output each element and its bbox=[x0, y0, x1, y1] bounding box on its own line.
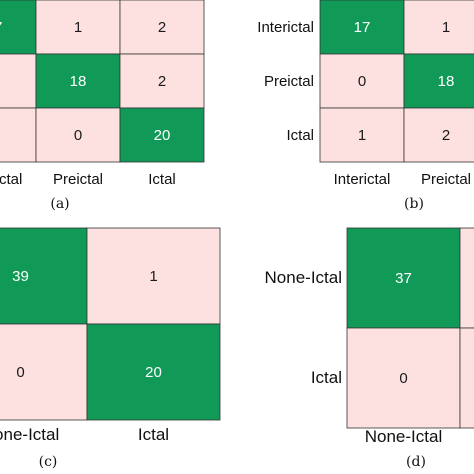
cell-value-label: 17 bbox=[0, 19, 2, 36]
heatmap-cell bbox=[0, 107, 37, 163]
cell-value-label: 2 bbox=[158, 73, 166, 90]
heatmap-cell bbox=[403, 107, 474, 163]
cell-value-label: 0 bbox=[16, 364, 24, 381]
heatmap-cell bbox=[86, 227, 221, 325]
cell-value-label: 39 bbox=[12, 268, 29, 285]
heatmap-cell bbox=[403, 0, 474, 55]
cell-value-label: 2 bbox=[442, 127, 450, 144]
cell-value-label: 1 bbox=[358, 127, 366, 144]
panel-caption: (c) bbox=[39, 454, 58, 470]
heatmap-cell bbox=[319, 107, 405, 163]
x-tick-label: None-Ictal bbox=[0, 425, 59, 444]
x-tick-label: Interictal bbox=[0, 171, 22, 188]
cell-value-label: 18 bbox=[438, 73, 455, 90]
cell-value-label: 18 bbox=[70, 73, 87, 90]
heatmap-cell bbox=[35, 0, 121, 55]
cell-value-label: 1 bbox=[442, 19, 450, 36]
heatmap-cell bbox=[0, 323, 88, 421]
x-tick-label: Interictal bbox=[334, 171, 391, 188]
cell-value-label: 0 bbox=[399, 370, 407, 387]
heatmap-cell bbox=[119, 0, 205, 55]
y-tick-label: Preictal bbox=[264, 73, 314, 90]
cell-value-label: 20 bbox=[145, 364, 162, 381]
heatmap-cell bbox=[346, 327, 461, 429]
y-tick-label: None-Ictal bbox=[265, 268, 342, 287]
cell-value-label: 0 bbox=[358, 73, 366, 90]
x-tick-label: Ictal bbox=[138, 425, 169, 444]
y-tick-label: Ictal bbox=[311, 368, 342, 387]
heatmap-cell bbox=[119, 53, 205, 109]
panel-caption: (a) bbox=[50, 196, 69, 212]
x-tick-label: Preictal bbox=[421, 171, 471, 188]
cell-value-label: 20 bbox=[154, 127, 171, 144]
heatmap-cell bbox=[119, 107, 205, 163]
heatmap-cell bbox=[35, 53, 121, 109]
cell-value-label: 1 bbox=[74, 19, 82, 36]
cell-value-label: 0 bbox=[74, 127, 82, 144]
y-tick-label: Interictal bbox=[257, 19, 314, 36]
heatmap-cell bbox=[403, 53, 474, 109]
x-tick-label: None-Ictal bbox=[365, 427, 442, 446]
heatmap-cell bbox=[459, 227, 474, 329]
panel-caption: (d) bbox=[406, 454, 426, 470]
x-tick-label: Ictal bbox=[148, 171, 176, 188]
heatmap-cell bbox=[0, 0, 37, 55]
x-tick-label: Preictal bbox=[53, 171, 103, 188]
cell-value-label: 1 bbox=[149, 268, 157, 285]
y-tick-label: Ictal bbox=[286, 127, 314, 144]
cell-value-label: 37 bbox=[395, 270, 412, 287]
heatmap-cell bbox=[86, 323, 221, 421]
cell-value-label: 17 bbox=[354, 19, 371, 36]
cell-value-label: 2 bbox=[158, 19, 166, 36]
heatmap-cell bbox=[459, 327, 474, 429]
heatmap-cell bbox=[0, 53, 37, 109]
panel-caption: (b) bbox=[404, 196, 424, 212]
heatmap-cell bbox=[346, 227, 461, 329]
